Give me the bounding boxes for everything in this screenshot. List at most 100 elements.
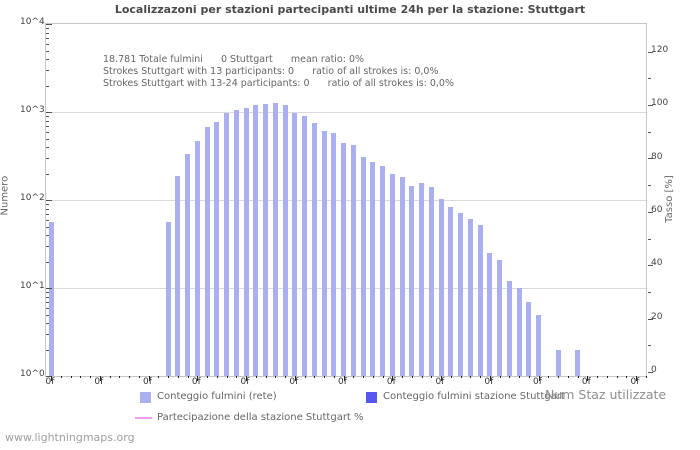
legend-label-network: Conteggio fulmini (rete) — [157, 391, 277, 402]
x-tick — [489, 376, 491, 381]
grid-line — [46, 200, 646, 201]
x-tick — [158, 376, 160, 378]
r-tick — [648, 185, 651, 187]
bar — [458, 212, 463, 376]
y-minor-tick — [46, 204, 49, 205]
y-minor-tick — [46, 147, 49, 148]
r-tick — [648, 265, 653, 267]
r-tick — [648, 51, 653, 53]
r-tick — [648, 158, 653, 160]
x-tick — [324, 376, 325, 378]
annotation-line-totals: 18.781 Totale fulmini 0 Stuttgart mean r… — [103, 54, 365, 65]
x-tick-label: 0f — [435, 377, 445, 387]
x-tick — [80, 376, 82, 378]
r-tick — [648, 211, 653, 213]
bar — [575, 349, 580, 376]
bar — [253, 105, 259, 376]
bar — [526, 301, 532, 376]
r-tick — [648, 131, 651, 133]
bar — [341, 142, 346, 376]
x-tick-label: 0f — [484, 377, 494, 387]
x-tick — [109, 376, 111, 378]
annotation-line-strokes-13: Strokes Stuttgart with 13 participants: … — [103, 66, 439, 77]
x-tick — [509, 376, 511, 378]
x-tick-label: 0f — [143, 377, 152, 387]
x-tick — [587, 376, 589, 381]
y-tick-label-10e1: 10^1 — [20, 281, 45, 291]
y-major-tick — [46, 288, 52, 289]
x-tick — [421, 376, 423, 378]
x-tick — [207, 376, 208, 378]
x-tick — [60, 376, 62, 378]
bar — [409, 186, 415, 376]
x-tick — [265, 376, 267, 378]
bar — [311, 122, 317, 376]
y-minor-tick — [46, 125, 49, 127]
y-axis-label-left: Numero — [0, 175, 11, 216]
x-tick-label: 0f — [289, 377, 299, 387]
r-tick — [648, 105, 653, 106]
y-minor-tick — [46, 116, 49, 117]
bar — [224, 113, 229, 376]
x-tick — [402, 376, 403, 378]
y-minor-tick — [46, 158, 49, 159]
y-tick-label-10e4: 10^4 — [20, 17, 45, 27]
x-tick — [294, 376, 296, 381]
bar — [467, 218, 473, 376]
r-tick-label-60: 60 — [651, 205, 663, 215]
bar — [204, 127, 210, 376]
y-minor-tick — [46, 307, 49, 309]
legend-swatch-network — [140, 392, 151, 403]
x-tick — [255, 376, 257, 378]
bar — [321, 131, 327, 376]
watermark: www.lightningmaps.org — [5, 431, 135, 444]
x-tick — [548, 376, 550, 378]
bar — [331, 132, 337, 376]
x-tick — [138, 376, 140, 378]
y-minor-tick — [46, 301, 49, 303]
bar — [497, 259, 502, 376]
y-minor-tick — [46, 334, 49, 335]
y-minor-tick — [46, 296, 49, 298]
r-tick — [648, 238, 651, 240]
x-tick-label: 0f — [45, 377, 55, 387]
x-tick — [304, 376, 306, 378]
r-tick-label-120: 120 — [651, 45, 669, 55]
y-minor-tick — [46, 246, 49, 247]
y-major-tick — [46, 200, 52, 201]
x-tick — [226, 376, 228, 378]
y-major-tick — [46, 112, 52, 113]
y-minor-tick — [46, 85, 49, 87]
bar — [272, 102, 278, 376]
x-tick — [168, 376, 169, 378]
bar — [243, 108, 249, 376]
r-tick-label-100: 100 — [651, 98, 669, 108]
y-minor-tick — [46, 261, 49, 263]
y-minor-tick — [46, 219, 49, 221]
plot-area: 18.781 Totale fulmini 0 Stuttgart mean r… — [45, 23, 653, 381]
bar — [555, 349, 561, 376]
x-tick — [70, 376, 72, 378]
x-tick — [129, 376, 130, 378]
x-tick — [431, 376, 433, 378]
x-tick — [441, 376, 442, 381]
x-tick — [460, 376, 462, 378]
x-tick — [314, 376, 316, 378]
r-tick-label-0: 0 — [651, 365, 657, 375]
y-minor-tick — [46, 59, 49, 60]
bar — [292, 112, 298, 376]
bar — [428, 186, 434, 376]
x-tick-label: 0f — [630, 377, 640, 387]
x-tick-label: 0f — [240, 377, 250, 387]
x-tick — [450, 376, 452, 378]
x-tick — [197, 376, 199, 381]
x-tick — [499, 376, 501, 378]
y-tick-label-10e2: 10^2 — [20, 193, 45, 203]
bar — [302, 116, 307, 376]
x-tick — [177, 376, 179, 378]
bar — [185, 154, 190, 376]
r-tick — [648, 291, 651, 293]
x-tick — [616, 376, 618, 378]
r-tick — [648, 78, 651, 80]
